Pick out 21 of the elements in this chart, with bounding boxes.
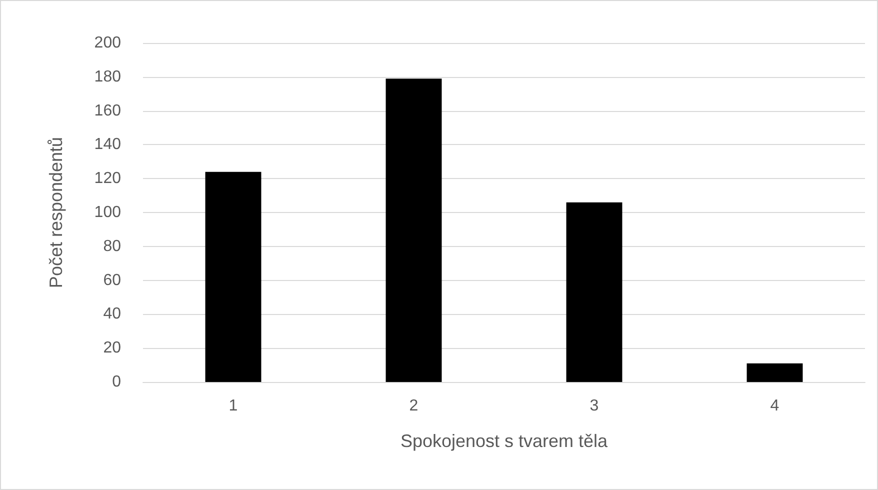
y-tick-label: 60 — [103, 272, 122, 289]
x-tick-label: 4 — [770, 398, 780, 414]
y-tick-label: 80 — [103, 238, 122, 255]
y-tick-label: 160 — [94, 102, 122, 120]
y-tick-label: 20 — [103, 340, 122, 357]
bar — [566, 202, 622, 382]
y-tick-label: 180 — [94, 68, 122, 86]
y-tick-label: 140 — [94, 136, 122, 154]
x-tick-label: 3 — [590, 398, 599, 414]
y-tick-label: 40 — [103, 306, 122, 323]
y-tick-label: 120 — [94, 170, 122, 188]
y-tick-label: 100 — [94, 204, 122, 221]
x-tick-label: 2 — [409, 398, 418, 414]
y-axis-title: Počet respondentů — [46, 136, 66, 288]
bar — [386, 78, 442, 382]
bar — [205, 172, 262, 382]
y-tick-label: 0 — [112, 374, 122, 390]
x-tick-label: 1 — [228, 398, 238, 414]
bar — [746, 363, 803, 382]
y-tick-label: 200 — [94, 34, 122, 52]
x-axis-title: Spokojenost s tvarem těla — [400, 431, 609, 451]
